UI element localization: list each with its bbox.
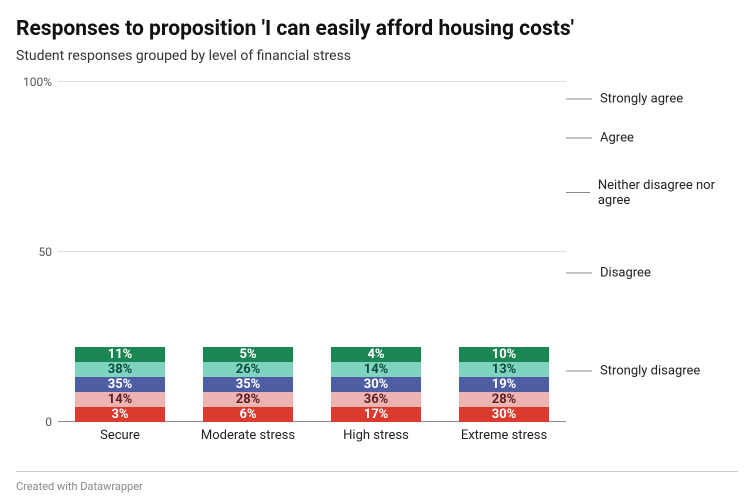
- bar-segment-strongly_disagree: 6%: [203, 407, 292, 422]
- y-tick: 50: [39, 245, 53, 259]
- y-axis: 050100%: [16, 82, 58, 422]
- legend-label: Disagree: [600, 265, 651, 280]
- bar-segment-neutral: 35%: [75, 377, 164, 392]
- chart-area: 050100% 3%14%35%38%11%6%28%35%26%5%17%36…: [16, 82, 738, 422]
- legend-item-neutral: Neither disagree nor agree: [566, 178, 738, 208]
- bar-segment-neutral: 35%: [203, 377, 292, 392]
- stacked-bar: 6%28%35%26%5%: [203, 347, 292, 422]
- legend-label: Strongly disagree: [600, 364, 700, 379]
- bar-segment-agree: 13%: [459, 362, 548, 377]
- legend: Strongly agree Agree Neither disagree nor …: [566, 82, 738, 422]
- plot-area: 3%14%35%38%11%6%28%35%26%5%17%36%30%14%4…: [58, 82, 566, 422]
- legend-item-disagree: Disagree: [566, 265, 651, 280]
- legend-leader-line: [566, 272, 592, 273]
- x-label: Secure: [68, 428, 172, 443]
- bar-segment-strongly_agree: 10%: [459, 347, 548, 362]
- stacked-bar: 30%28%19%13%10%: [459, 347, 548, 422]
- bar-slot: 30%28%19%13%10%: [452, 347, 556, 422]
- bar-segment-neutral: 19%: [459, 377, 548, 392]
- bar-segment-disagree: 36%: [331, 392, 420, 407]
- chart-title: Responses to proposition 'I can easily a…: [16, 16, 738, 42]
- y-tick: 0: [45, 415, 52, 429]
- legend-leader-line: [566, 192, 590, 193]
- gridline: [58, 251, 566, 252]
- chart-subtitle: Student responses grouped by level of fi…: [16, 48, 738, 64]
- x-axis: Secure Moderate stress High stress Extreme …: [58, 422, 566, 443]
- x-label: Moderate stress: [196, 428, 300, 443]
- legend-leader-line: [566, 138, 592, 139]
- bar-segment-strongly_disagree: 3%: [75, 407, 164, 422]
- legend-item-strongly_agree: Strongly agree: [566, 92, 683, 107]
- bar-segment-agree: 26%: [203, 362, 292, 377]
- bar-segment-strongly_agree: 4%: [331, 347, 420, 362]
- legend-leader-line: [566, 371, 592, 372]
- bar-segment-strongly_agree: 11%: [75, 347, 164, 362]
- y-tick: 100%: [23, 75, 52, 89]
- legend-item-strongly_disagree: Strongly disagree: [566, 364, 700, 379]
- bar-segment-agree: 14%: [331, 362, 420, 377]
- bar-segment-strongly_disagree: 30%: [459, 407, 548, 422]
- x-label: Extreme stress: [452, 428, 556, 443]
- stacked-bar: 3%14%35%38%11%: [75, 347, 164, 422]
- x-label: High stress: [324, 428, 428, 443]
- bar-segment-disagree: 28%: [203, 392, 292, 407]
- bar-slot: 3%14%35%38%11%: [68, 347, 172, 422]
- legend-label: Neither disagree nor agree: [598, 178, 738, 208]
- bar-segment-agree: 38%: [75, 362, 164, 377]
- bar-segment-strongly_disagree: 17%: [331, 407, 420, 422]
- legend-label: Agree: [600, 131, 634, 146]
- gridline: [58, 81, 566, 82]
- bar-segment-disagree: 28%: [459, 392, 548, 407]
- legend-leader-line: [566, 99, 592, 100]
- bar-segment-strongly_agree: 5%: [203, 347, 292, 362]
- bar-slot: 17%36%30%14%4%: [324, 347, 428, 422]
- bar-segment-neutral: 30%: [331, 377, 420, 392]
- bar-slot: 6%28%35%26%5%: [196, 347, 300, 422]
- bar-segment-disagree: 14%: [75, 392, 164, 407]
- legend-label: Strongly agree: [600, 92, 683, 107]
- stacked-bar: 17%36%30%14%4%: [331, 347, 420, 422]
- legend-item-agree: Agree: [566, 131, 634, 146]
- credit-line: Created with Datawrapper: [16, 471, 738, 493]
